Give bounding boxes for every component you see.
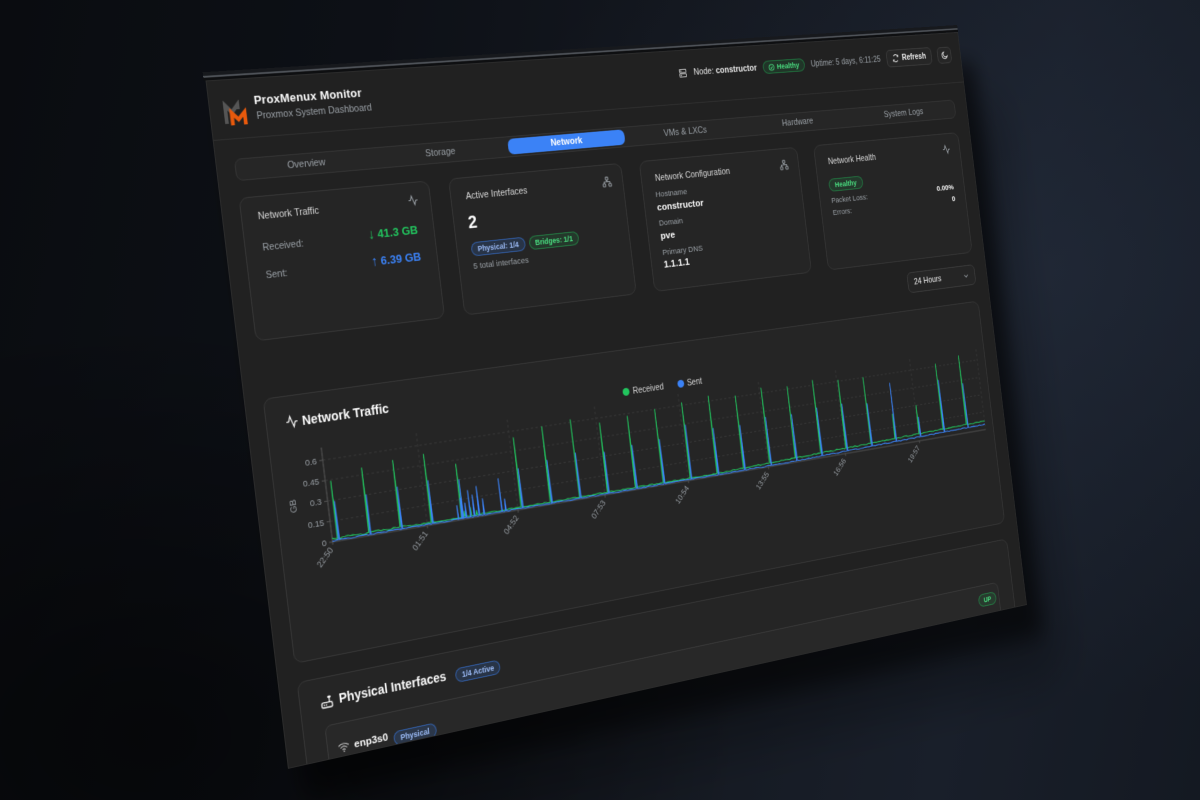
svg-text:0.15: 0.15	[307, 517, 324, 529]
svg-text:0: 0	[321, 538, 327, 549]
svg-text:19:57: 19:57	[906, 444, 921, 464]
svg-text:0.6: 0.6	[305, 456, 318, 468]
svg-text:16:56: 16:56	[832, 457, 848, 478]
svg-text:0.45: 0.45	[302, 477, 319, 489]
svg-text:04:52: 04:52	[502, 513, 520, 536]
svg-text:22:50: 22:50	[315, 546, 335, 570]
svg-text:07:53: 07:53	[590, 498, 608, 520]
svg-text:10:54: 10:54	[674, 484, 691, 506]
svg-text:01:51: 01:51	[410, 529, 429, 552]
svg-text:0.3: 0.3	[309, 497, 322, 509]
svg-text:13:55: 13:55	[754, 470, 770, 491]
svg-text:GB: GB	[287, 499, 299, 514]
